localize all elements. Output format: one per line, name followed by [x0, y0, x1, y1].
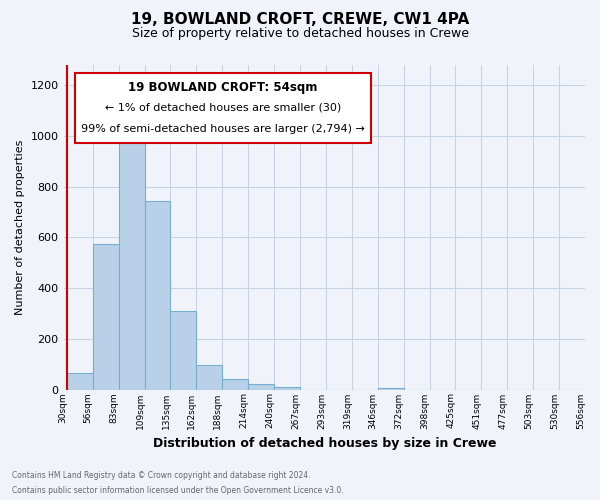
Bar [170, 311, 196, 390]
Text: Size of property relative to detached houses in Crewe: Size of property relative to detached ho… [131, 28, 469, 40]
Text: Contains public sector information licensed under the Open Government Licence v3: Contains public sector information licen… [12, 486, 344, 495]
Text: 19, BOWLAND CROFT, CREWE, CW1 4PA: 19, BOWLAND CROFT, CREWE, CW1 4PA [131, 12, 469, 28]
Bar [248, 384, 274, 390]
Text: ← 1% of detached houses are smaller (30): ← 1% of detached houses are smaller (30) [105, 103, 341, 113]
Bar [67, 373, 93, 390]
Bar [93, 244, 119, 390]
Bar [196, 366, 222, 390]
Bar [378, 388, 404, 390]
Y-axis label: Number of detached properties: Number of detached properties [15, 140, 25, 315]
Text: Contains HM Land Registry data © Crown copyright and database right 2024.: Contains HM Land Registry data © Crown c… [12, 471, 311, 480]
X-axis label: Distribution of detached houses by size in Crewe: Distribution of detached houses by size … [153, 437, 496, 450]
Text: 99% of semi-detached houses are larger (2,794) →: 99% of semi-detached houses are larger (… [81, 124, 365, 134]
Bar [222, 379, 248, 390]
Text: 19 BOWLAND CROFT: 54sqm: 19 BOWLAND CROFT: 54sqm [128, 80, 318, 94]
Bar [119, 136, 145, 390]
Bar [274, 387, 300, 390]
Bar [145, 200, 170, 390]
FancyBboxPatch shape [74, 73, 371, 143]
